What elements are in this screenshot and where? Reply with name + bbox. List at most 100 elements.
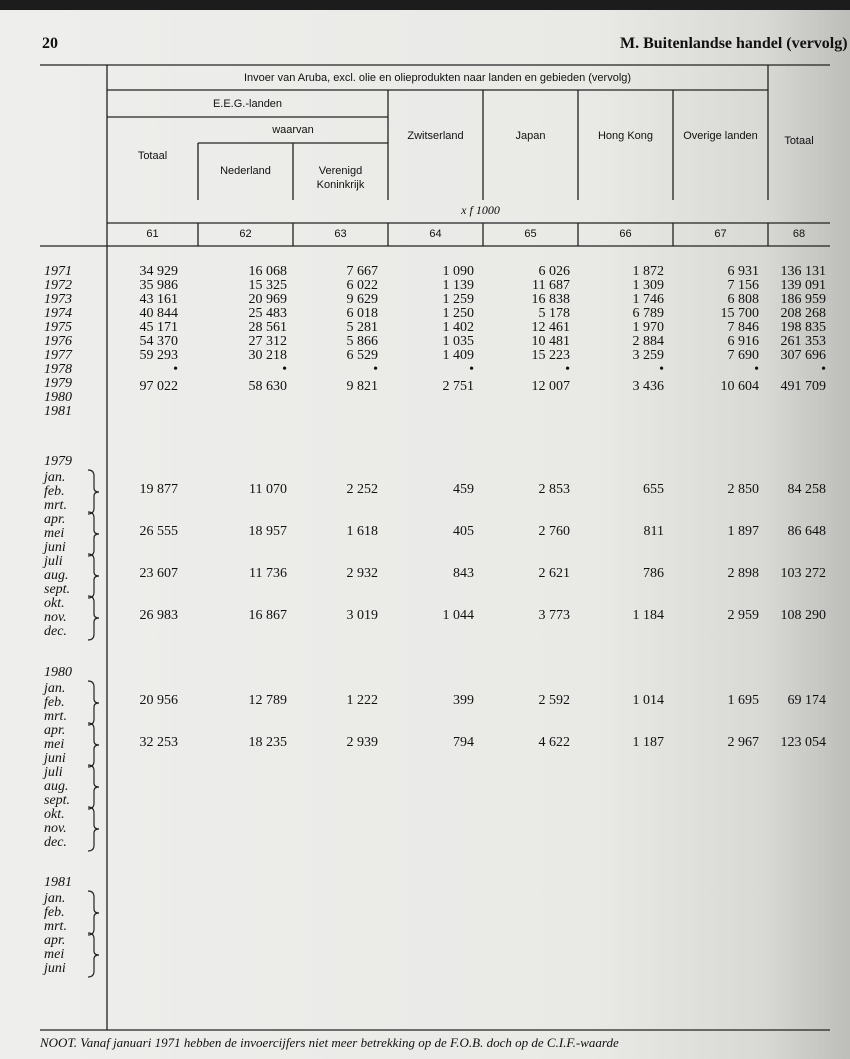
bracket	[87, 553, 100, 599]
row-year: 1977	[44, 348, 72, 363]
month: mrt.	[44, 498, 67, 513]
cell-value: 40 844	[139, 306, 179, 321]
unit: x f 1000	[461, 203, 500, 217]
cell-value: 7 156	[727, 278, 760, 293]
section-year: 1979	[44, 454, 72, 469]
month: sept.	[44, 793, 71, 808]
month: mei	[44, 526, 65, 541]
cell-value: 34 929	[139, 264, 179, 279]
cell-value: 19 877	[139, 482, 179, 497]
cell-value: •	[754, 362, 759, 377]
cell-value: 208 268	[780, 306, 827, 321]
column-number: 62	[239, 228, 252, 240]
month: dec.	[44, 624, 67, 639]
cell-value: 6 529	[346, 348, 379, 363]
cell-value: 12 789	[248, 693, 288, 708]
month: apr.	[44, 723, 66, 738]
cell-value: •	[469, 362, 474, 377]
cell-value: 15 700	[720, 306, 760, 321]
column-header: Verenigd Koninkrijk	[316, 165, 365, 191]
bracket	[87, 764, 100, 810]
cell-value: 2 751	[442, 379, 475, 394]
month: okt.	[44, 807, 65, 822]
cell-value: 10 481	[531, 334, 571, 349]
column-header: Hong Kong	[597, 130, 654, 142]
month: feb.	[44, 484, 65, 499]
row-year: 1979	[44, 376, 72, 391]
column-header: Japan	[515, 130, 546, 142]
cell-value: 1 402	[442, 320, 475, 335]
cell-value: 139 091	[780, 278, 827, 293]
cell-value: 459	[453, 482, 474, 497]
section-year: 1980	[44, 665, 72, 680]
column-header: Overige landen	[683, 130, 758, 142]
row-year: 1974	[44, 306, 72, 321]
footnote: NOOT. Vanaf januari 1971 hebben de invoe…	[40, 1035, 619, 1050]
cell-value: 136 131	[780, 264, 827, 279]
cell-value: 15 325	[248, 278, 288, 293]
cell-value: 2 898	[727, 566, 760, 581]
cell-value: 26 555	[139, 524, 179, 539]
month: jan.	[44, 681, 66, 696]
cell-value: 11 070	[249, 482, 287, 497]
section-year: 1981	[44, 875, 72, 890]
cell-value: 6 026	[538, 264, 571, 279]
row-year: 1973	[44, 292, 72, 307]
cell-value: 491 709	[780, 379, 827, 394]
month: feb.	[44, 905, 65, 920]
cell-value: 20 956	[139, 693, 179, 708]
month: juni	[44, 540, 66, 555]
cell-value: 23 607	[139, 566, 179, 581]
month: aug.	[44, 779, 69, 794]
cell-value: 1 090	[442, 264, 475, 279]
column-header: Nederland	[220, 165, 271, 177]
month: mrt.	[44, 709, 67, 724]
cell-value: 1 309	[632, 278, 665, 293]
cell-value: 9 629	[346, 292, 379, 307]
cell-value: 2 959	[727, 608, 760, 623]
cell-value: 2 592	[538, 693, 571, 708]
column-number: 68	[792, 228, 806, 240]
cell-value: 2 621	[538, 566, 571, 581]
cell-value: 655	[643, 482, 664, 497]
cell-value: 5 866	[346, 334, 379, 349]
row-year: 1972	[44, 278, 72, 293]
cell-value: 1 139	[442, 278, 475, 293]
cell-value: 123 054	[780, 735, 827, 750]
cell-value: 1 970	[632, 320, 665, 335]
month: feb.	[44, 695, 65, 710]
cell-value: 15 223	[531, 348, 571, 363]
cell-value: •	[173, 362, 178, 377]
cell-value: 1 014	[632, 693, 665, 708]
cell-value: 20 969	[248, 292, 288, 307]
month: jan.	[44, 891, 66, 906]
cell-value: 12 007	[531, 379, 571, 394]
cell-value: 58 630	[248, 379, 288, 394]
cell-value: 1 035	[442, 334, 475, 349]
column-header: Totaal	[137, 150, 168, 162]
cell-value: 1 044	[442, 608, 475, 623]
subgroup-header: waarvan	[272, 124, 314, 136]
cell-value: 1 695	[727, 693, 760, 708]
cell-value: 307 696	[780, 348, 827, 363]
cell-value: 3 436	[632, 379, 665, 394]
cell-value: 27 312	[248, 334, 288, 349]
cell-value: 7 690	[727, 348, 760, 363]
page-title: M. Buitenlandse handel (vervolg)	[620, 35, 848, 52]
cell-value: 16 838	[531, 292, 571, 307]
column-header: Zwitserland	[407, 130, 464, 142]
column-number: 67	[714, 228, 727, 240]
month: juni	[44, 961, 66, 976]
cell-value: 18 235	[248, 735, 288, 750]
cell-value: 43 161	[139, 292, 179, 307]
month: mei	[44, 737, 65, 752]
month: nov.	[44, 610, 67, 625]
cell-value: 11 687	[532, 278, 570, 293]
cell-value: •	[282, 362, 287, 377]
cell-value: 84 258	[787, 482, 827, 497]
cell-value: 2 853	[538, 482, 571, 497]
month: mei	[44, 947, 65, 962]
cell-value: 1 746	[632, 292, 665, 307]
